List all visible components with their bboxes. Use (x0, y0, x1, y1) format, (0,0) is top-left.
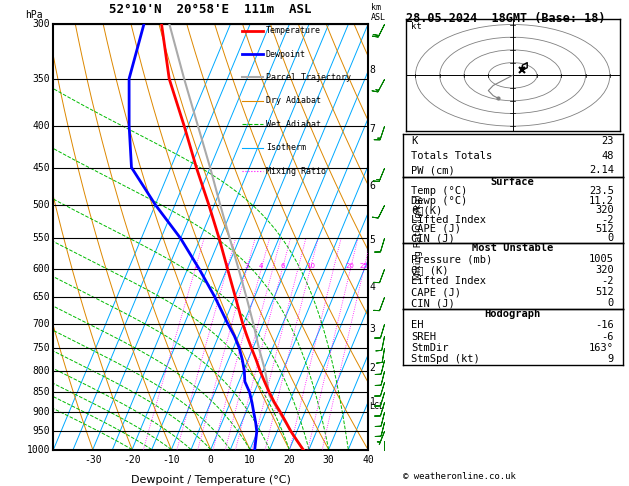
Text: 500: 500 (33, 200, 50, 210)
Text: Totals Totals: Totals Totals (411, 151, 493, 160)
Text: Temp (°C): Temp (°C) (411, 187, 467, 196)
Text: Most Unstable: Most Unstable (472, 243, 554, 254)
Text: 8: 8 (370, 65, 376, 74)
Text: 1005: 1005 (589, 254, 614, 264)
Text: CAPE (J): CAPE (J) (411, 287, 461, 297)
Text: 20: 20 (346, 263, 355, 269)
Text: 350: 350 (33, 74, 50, 84)
Text: 20: 20 (284, 455, 295, 465)
Text: Mixing Ratio (g/kg): Mixing Ratio (g/kg) (414, 194, 423, 280)
Text: 28.05.2024  18GMT (Base: 18): 28.05.2024 18GMT (Base: 18) (406, 12, 605, 25)
Text: 30: 30 (323, 455, 335, 465)
Text: 25: 25 (360, 263, 368, 269)
Text: 23: 23 (601, 136, 614, 146)
Text: © weatheronline.co.uk: © weatheronline.co.uk (403, 472, 516, 481)
Text: 512: 512 (595, 224, 614, 234)
Text: kt: kt (411, 22, 421, 31)
Text: 0: 0 (208, 455, 214, 465)
Text: 512: 512 (595, 287, 614, 297)
Text: Lifted Index: Lifted Index (411, 276, 486, 286)
Text: 10: 10 (244, 455, 256, 465)
Text: 450: 450 (33, 162, 50, 173)
Text: 9: 9 (608, 354, 614, 364)
Text: -6: -6 (601, 331, 614, 342)
Text: 400: 400 (33, 121, 50, 131)
Text: 3: 3 (370, 324, 376, 333)
Text: Wet Adiabat: Wet Adiabat (265, 120, 321, 129)
Text: EH: EH (411, 320, 424, 330)
Text: Surface: Surface (491, 177, 535, 187)
Text: 750: 750 (33, 343, 50, 353)
Text: 0: 0 (608, 233, 614, 243)
Text: 48: 48 (601, 151, 614, 160)
Text: -20: -20 (123, 455, 141, 465)
Text: -2: -2 (601, 276, 614, 286)
Text: 23.5: 23.5 (589, 187, 614, 196)
Text: 1000: 1000 (27, 445, 50, 454)
Text: 4: 4 (370, 282, 376, 293)
Text: 40: 40 (362, 455, 374, 465)
Text: 2: 2 (370, 363, 376, 373)
Text: 550: 550 (33, 233, 50, 243)
Text: 900: 900 (33, 407, 50, 417)
Text: 5: 5 (370, 235, 376, 244)
Text: 320: 320 (595, 265, 614, 276)
Text: 800: 800 (33, 366, 50, 376)
Text: Isotherm: Isotherm (265, 143, 306, 152)
Text: 320: 320 (595, 205, 614, 215)
Text: 6: 6 (370, 181, 376, 191)
Text: hPa: hPa (25, 10, 43, 20)
Text: CAPE (J): CAPE (J) (411, 224, 461, 234)
Text: 2.14: 2.14 (589, 165, 614, 175)
Text: -16: -16 (595, 320, 614, 330)
Text: 600: 600 (33, 264, 50, 274)
Text: 3: 3 (245, 263, 249, 269)
Text: 2: 2 (225, 263, 229, 269)
Text: Lifted Index: Lifted Index (411, 214, 486, 225)
Text: Hodograph: Hodograph (484, 309, 541, 319)
Text: 300: 300 (33, 19, 50, 29)
Text: K: K (411, 136, 418, 146)
Text: CIN (J): CIN (J) (411, 298, 455, 308)
Text: -10: -10 (162, 455, 181, 465)
Text: SREH: SREH (411, 331, 437, 342)
Text: 52°10'N  20°58'E  111m  ASL: 52°10'N 20°58'E 111m ASL (109, 3, 312, 16)
Text: Dewp (°C): Dewp (°C) (411, 196, 467, 206)
Text: 0: 0 (608, 298, 614, 308)
Text: 650: 650 (33, 293, 50, 302)
Text: 1: 1 (193, 263, 198, 269)
Text: 11.2: 11.2 (589, 196, 614, 206)
Text: StmDir: StmDir (411, 343, 449, 353)
Text: CIN (J): CIN (J) (411, 233, 455, 243)
Text: PW (cm): PW (cm) (411, 165, 455, 175)
Text: Mixing Ratio: Mixing Ratio (265, 167, 326, 175)
Text: Dewpoint / Temperature (°C): Dewpoint / Temperature (°C) (131, 475, 291, 485)
Text: θᴁ(K): θᴁ(K) (411, 205, 443, 215)
Text: θᴁ (K): θᴁ (K) (411, 265, 449, 276)
Text: LCL: LCL (370, 402, 384, 411)
Text: 4: 4 (259, 263, 264, 269)
Text: 950: 950 (33, 426, 50, 436)
Text: 10: 10 (306, 263, 314, 269)
Text: 6: 6 (280, 263, 284, 269)
Text: 1: 1 (370, 397, 376, 407)
Text: 7: 7 (370, 124, 376, 135)
Text: 850: 850 (33, 387, 50, 397)
Text: 700: 700 (33, 318, 50, 329)
Text: Dry Adiabat: Dry Adiabat (265, 96, 321, 105)
Text: Parcel Trajectory: Parcel Trajectory (265, 73, 351, 82)
Text: 163°: 163° (589, 343, 614, 353)
Text: -2: -2 (601, 214, 614, 225)
Text: StmSpd (kt): StmSpd (kt) (411, 354, 480, 364)
Text: -30: -30 (84, 455, 102, 465)
Text: Temperature: Temperature (265, 26, 321, 35)
Text: km
ASL: km ASL (371, 3, 386, 22)
Text: Pressure (mb): Pressure (mb) (411, 254, 493, 264)
Text: Dewpoint: Dewpoint (265, 50, 306, 59)
